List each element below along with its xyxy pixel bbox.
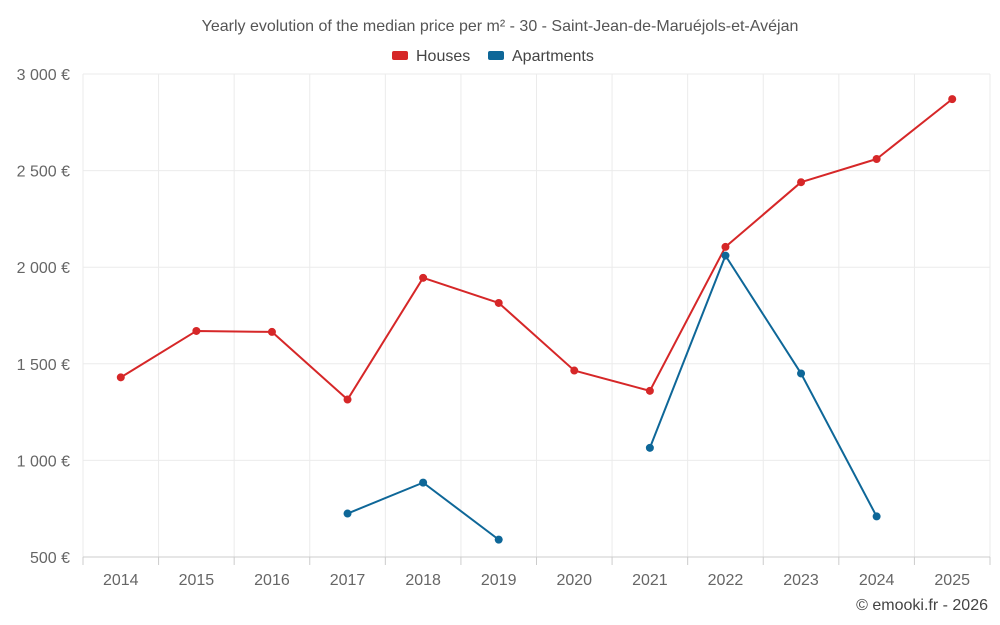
x-tick-label: 2022 (708, 572, 744, 589)
data-point[interactable] (948, 95, 957, 104)
y-tick-label: 2 500 € (17, 164, 70, 181)
axes: 500 € 1 000 € 1 500 € 2 000 € 2 500 € 3 000 €… (17, 67, 991, 589)
data-point[interactable] (343, 509, 352, 518)
legend-label: Houses (416, 48, 470, 65)
data-point[interactable] (721, 242, 730, 251)
chart-title: Yearly evolution of the median price per… (202, 18, 799, 35)
x-tick-label: 2014 (103, 572, 139, 589)
data-point[interactable] (267, 327, 276, 336)
legend-item-houses[interactable]: Houses (392, 48, 470, 65)
data-point[interactable] (419, 273, 428, 282)
series-layer (116, 95, 957, 544)
x-tick-label: 2019 (481, 572, 517, 589)
x-tick-label: 2020 (556, 572, 592, 589)
legend-swatch (392, 51, 408, 60)
x-tick-label: 2015 (179, 572, 215, 589)
x-tick-label: 2024 (859, 572, 895, 589)
data-point[interactable] (494, 535, 503, 544)
y-tick-label: 1 000 € (17, 453, 70, 470)
data-point[interactable] (872, 155, 881, 164)
series-line (648, 254, 878, 517)
y-tick-label: 3 000 € (17, 67, 70, 84)
series-houses (116, 95, 957, 404)
y-tick-label: 500 € (30, 550, 70, 567)
data-point[interactable] (872, 512, 881, 521)
series-line (120, 98, 953, 401)
data-point[interactable] (645, 386, 654, 395)
data-point[interactable] (797, 178, 806, 187)
x-tick-label: 2021 (632, 572, 668, 589)
x-tick-label: 2025 (934, 572, 970, 589)
series-apartments (343, 251, 881, 544)
x-tick-label: 2023 (783, 572, 819, 589)
data-point[interactable] (721, 251, 730, 260)
data-point[interactable] (645, 443, 654, 452)
data-point[interactable] (570, 366, 579, 375)
credit-text: © emooki.fr - 2026 (856, 597, 988, 614)
x-tick-label: 2018 (405, 572, 441, 589)
legend-swatch (488, 51, 504, 60)
grid (82, 73, 991, 557)
legend-label: Apartments (512, 48, 594, 65)
series-line (347, 481, 500, 541)
x-tick-label: 2016 (254, 572, 290, 589)
legend-item-apartments[interactable]: Apartments (488, 48, 594, 65)
y-tick-label: 2 000 € (17, 260, 70, 277)
data-point[interactable] (192, 326, 201, 335)
legend[interactable]: Houses Apartments (392, 48, 594, 65)
data-point[interactable] (419, 478, 428, 487)
data-point[interactable] (797, 369, 806, 378)
data-point[interactable] (494, 298, 503, 307)
x-tick-label: 2017 (330, 572, 366, 589)
data-point[interactable] (343, 395, 352, 404)
data-point[interactable] (116, 373, 125, 382)
y-tick-label: 1 500 € (17, 357, 70, 374)
